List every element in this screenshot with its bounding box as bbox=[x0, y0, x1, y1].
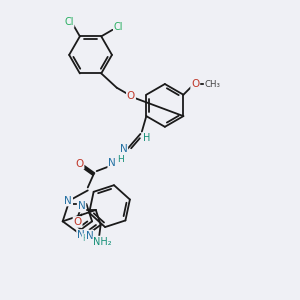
Text: O: O bbox=[75, 159, 84, 169]
Text: O: O bbox=[127, 91, 135, 101]
Text: N: N bbox=[77, 230, 85, 240]
Text: NH₂: NH₂ bbox=[93, 236, 112, 247]
Text: Cl: Cl bbox=[114, 22, 123, 32]
Text: CH₃: CH₃ bbox=[205, 80, 220, 89]
Text: H: H bbox=[82, 234, 89, 243]
Text: N: N bbox=[120, 144, 127, 154]
Text: N: N bbox=[78, 201, 86, 212]
Text: N: N bbox=[108, 158, 116, 168]
Text: O: O bbox=[191, 79, 200, 89]
Text: N: N bbox=[64, 196, 72, 206]
Text: Cl: Cl bbox=[64, 17, 74, 27]
Text: O: O bbox=[74, 217, 82, 227]
Text: H: H bbox=[143, 133, 151, 142]
Text: N: N bbox=[85, 231, 93, 241]
Text: H: H bbox=[117, 155, 124, 164]
